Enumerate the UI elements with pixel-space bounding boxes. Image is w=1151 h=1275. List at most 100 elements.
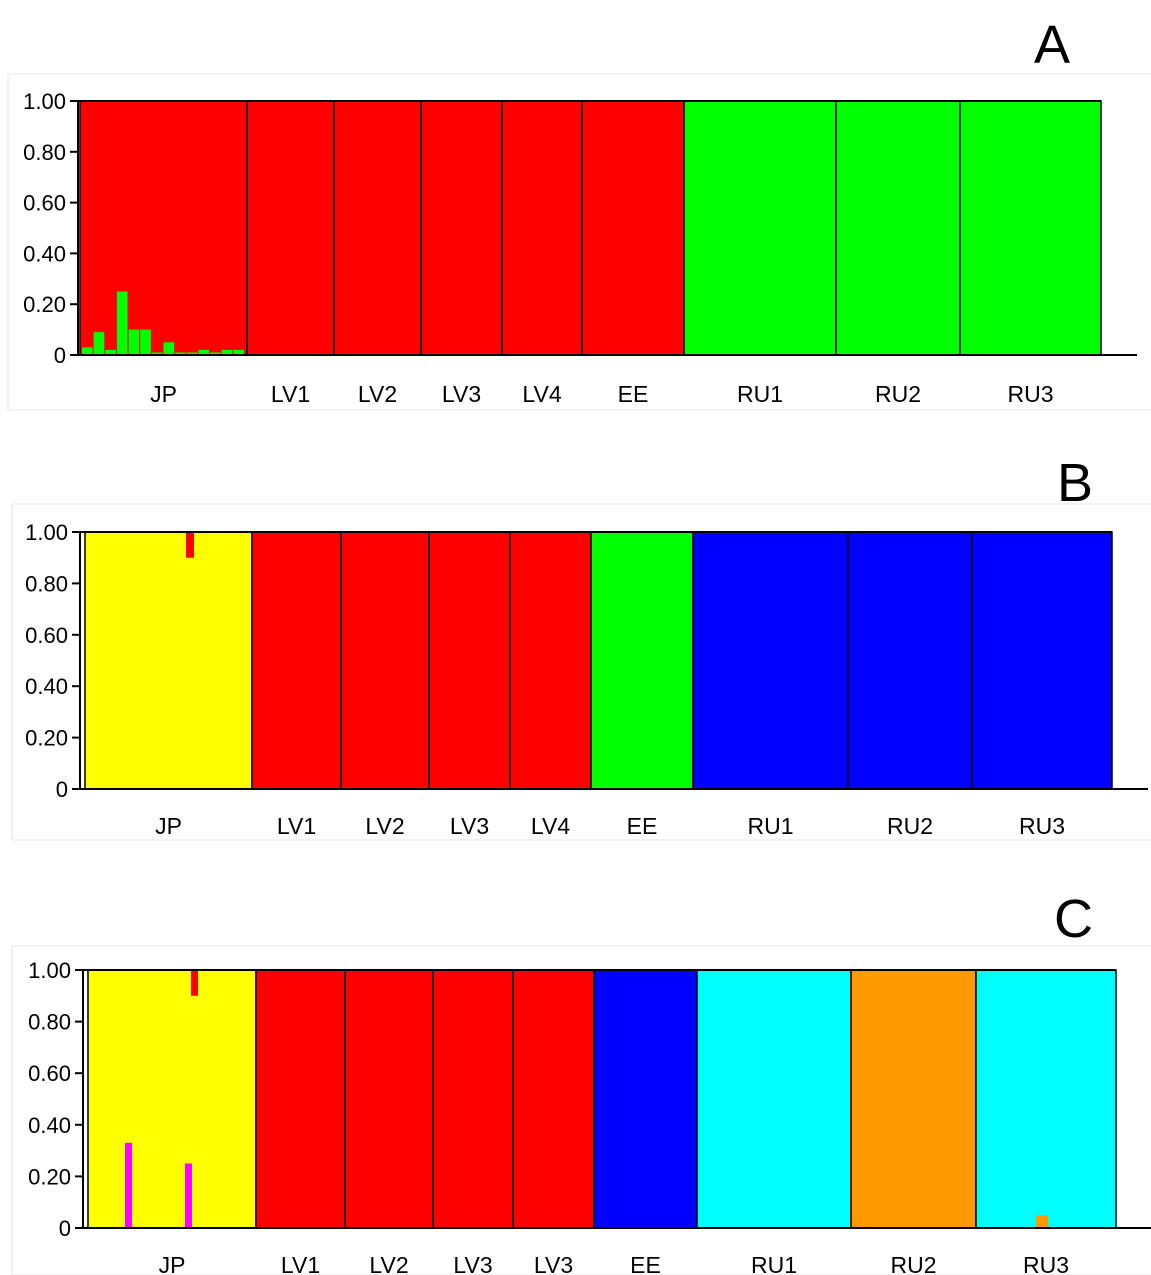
population-label: LV3 <box>453 1252 492 1275</box>
admixture-bar <box>116 291 128 355</box>
y-tick-label: 0.40 <box>28 1113 71 1138</box>
population-label: LV1 <box>271 381 310 407</box>
plot-frame <box>11 503 1151 841</box>
population-label: JP <box>159 1252 186 1275</box>
y-tick-label: 0.20 <box>25 726 68 751</box>
population-bar-jp <box>87 969 257 1229</box>
population-bar-ru1 <box>683 100 837 356</box>
y-tick-label: 0.60 <box>28 1061 71 1086</box>
y-tick-label: 0.60 <box>25 623 68 648</box>
population-label: LV2 <box>365 813 404 839</box>
population-label: RU2 <box>875 381 921 407</box>
population-bar-lv3 <box>432 969 514 1229</box>
population-bar-ru2 <box>850 969 977 1229</box>
population-label: EE <box>618 381 649 407</box>
population-label: RU2 <box>887 813 933 839</box>
population-bar-lv1 <box>255 969 346 1229</box>
admixture-bar <box>186 352 198 355</box>
structure-panel-b: B JP LV1 LV2 LV3 LV4 EE RU1 RU2 RU3 0 0.20 0.40 0.60… <box>0 430 1151 860</box>
population-bar-ru2 <box>835 100 961 356</box>
population-bar-lv3 <box>428 531 511 790</box>
population-label: RU1 <box>747 813 793 839</box>
admixture-bar <box>151 352 163 355</box>
population-label: EE <box>627 813 658 839</box>
population-bar-lv4 <box>509 531 592 790</box>
population-label: LV3 <box>442 381 481 407</box>
population-bar-lv3 <box>512 969 595 1229</box>
population-label: RU3 <box>1007 381 1053 407</box>
admixture-bar <box>163 342 175 355</box>
y-tick-label: 0 <box>54 343 66 368</box>
y-tick-label: 0.20 <box>23 292 66 317</box>
population-bar-lv2 <box>333 100 422 356</box>
population-label: LV1 <box>281 1252 320 1275</box>
admixture-bar <box>125 1142 132 1228</box>
population-label: LV1 <box>277 813 316 839</box>
population-bar-lv3 <box>420 100 503 356</box>
panel-label-b: B <box>1057 453 1094 513</box>
y-tick-label: 0.60 <box>23 191 66 216</box>
admixture-bar <box>128 329 140 355</box>
admixture-bar <box>140 329 151 355</box>
admixture-bar <box>191 970 198 996</box>
panel-label-a: A <box>1034 15 1071 75</box>
population-bar-ru3 <box>971 531 1113 790</box>
population-label: EE <box>630 1252 661 1275</box>
admixture-bar <box>82 347 93 355</box>
structure-plot-c: JP LV1 LV2 LV3 LV3 EE RU1 RU2 RU3 0 0.20 0.40 0.60 0.… <box>11 945 1151 1275</box>
y-tick-label: 0.40 <box>25 674 68 699</box>
admixture-bar <box>185 1163 192 1228</box>
structure-plot-b: JP LV1 LV2 LV3 LV4 EE RU1 RU2 RU3 0 0.20 0.40 0.60 0.… <box>11 503 1151 841</box>
structure-panel-c: C JP LV1 LV2 LV3 LV3 EE RU1 RU2 RU3 0 0.20 0.40 0.60… <box>0 860 1151 1275</box>
admixture-bar <box>1036 1215 1048 1228</box>
admixture-bar <box>175 352 186 355</box>
population-bar-ee <box>581 100 685 356</box>
population-label: RU3 <box>1019 813 1065 839</box>
population-bar-ru1 <box>692 531 849 790</box>
y-tick-label: 0.80 <box>23 140 66 165</box>
population-label: JP <box>155 813 182 839</box>
population-label: LV3 <box>534 1252 573 1275</box>
population-label: LV4 <box>522 381 561 407</box>
population-bar-ru1 <box>696 969 852 1229</box>
panel-label-c: C <box>1054 889 1093 949</box>
population-label: LV2 <box>358 381 397 407</box>
population-bar-jp <box>84 531 253 790</box>
admixture-bar <box>186 532 194 558</box>
population-label: RU1 <box>737 381 783 407</box>
population-label: RU1 <box>751 1252 797 1275</box>
population-label: RU3 <box>1023 1252 1069 1275</box>
y-tick-label: 0.40 <box>23 241 66 266</box>
y-tick-label: 0.20 <box>28 1164 71 1189</box>
population-bar-ee <box>590 531 694 790</box>
population-label: LV2 <box>369 1252 408 1275</box>
admixture-bar <box>198 349 210 355</box>
y-tick-label: 1.00 <box>25 520 68 545</box>
y-tick-label: 1.00 <box>23 89 66 114</box>
y-tick-label: 0.80 <box>28 1010 71 1035</box>
population-bar-ee <box>593 969 698 1229</box>
structure-panel-a: A JP LV1 LV2 LV3 LV4 EE RU1 RU2 RU3 0 0.20 0.40 0.60… <box>0 0 1151 430</box>
admixture-bar <box>233 349 244 355</box>
admixture-bar <box>221 349 233 355</box>
admixture-bar <box>105 349 116 355</box>
population-bar-ru3 <box>959 100 1102 356</box>
population-label: JP <box>150 381 177 407</box>
population-label: LV4 <box>531 813 570 839</box>
plot-frame <box>7 73 1151 411</box>
admixture-bar <box>210 352 221 355</box>
population-label: RU2 <box>890 1252 936 1275</box>
population-label: LV3 <box>450 813 489 839</box>
population-bar-lv1 <box>251 531 342 790</box>
y-tick-label: 0.80 <box>25 571 68 596</box>
population-bar-ru2 <box>847 531 973 790</box>
population-bar-lv4 <box>501 100 583 356</box>
y-tick-label: 0 <box>56 777 68 802</box>
population-bar-jp <box>79 100 248 356</box>
population-bar-ru3 <box>975 969 1117 1229</box>
y-tick-label: 1.00 <box>28 958 71 983</box>
plot-frame <box>11 945 1151 1275</box>
population-bar-lv2 <box>340 531 430 790</box>
population-bar-lv2 <box>344 969 434 1229</box>
structure-plot-a: JP LV1 LV2 LV3 LV4 EE RU1 RU2 RU3 0 0.20 0.40 0.60 0.… <box>7 73 1151 411</box>
